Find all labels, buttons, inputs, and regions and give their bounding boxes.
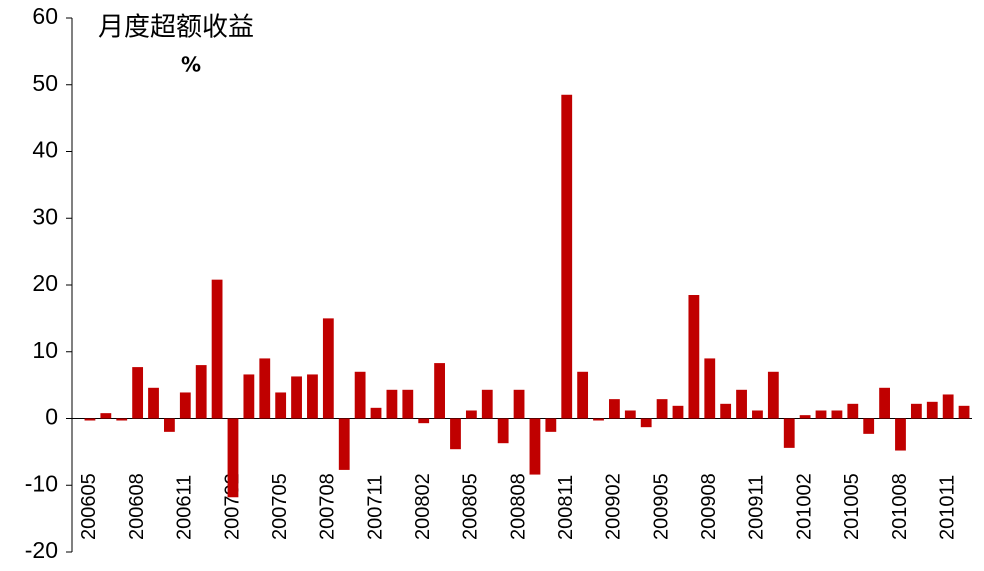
bar <box>593 418 604 421</box>
bar <box>545 418 557 432</box>
x-tick-label: 201008 <box>889 473 911 540</box>
bar <box>481 389 493 419</box>
bar <box>704 358 716 419</box>
bar <box>783 418 795 448</box>
x-tick-label: 200711 <box>364 475 386 540</box>
bar <box>100 413 112 419</box>
bar <box>243 374 255 419</box>
bar <box>736 389 747 419</box>
y-tick-label: -20 <box>25 537 58 563</box>
x-tick-label: 201005 <box>841 473 863 540</box>
bar <box>688 295 700 419</box>
x-tick-label: 200911 <box>746 475 768 540</box>
y-tick-label: 0 <box>45 404 58 430</box>
bar <box>815 410 827 419</box>
bar <box>720 403 732 419</box>
unit-label: % <box>181 53 201 77</box>
bar <box>847 403 859 419</box>
bar <box>958 405 970 419</box>
y-tick-label: 60 <box>32 3 58 29</box>
x-tick-label: 200805 <box>460 473 482 540</box>
bar <box>84 418 96 421</box>
bar <box>752 410 763 419</box>
bar <box>402 389 414 419</box>
bar <box>624 410 636 419</box>
bar <box>863 418 875 434</box>
x-tick-label: 200802 <box>412 473 434 540</box>
x-tick-label: 200808 <box>507 473 529 540</box>
bar <box>799 415 811 419</box>
bar <box>275 392 287 419</box>
bar <box>116 418 128 421</box>
x-tick-label: 200708 <box>317 473 339 540</box>
bar <box>148 387 159 419</box>
bar <box>291 376 302 419</box>
bar <box>211 279 223 419</box>
bar <box>338 418 350 470</box>
x-tick-label: 200905 <box>650 473 672 540</box>
bar <box>418 418 430 424</box>
bar <box>529 418 541 475</box>
bar <box>465 410 477 419</box>
bar <box>307 374 318 419</box>
bar <box>831 410 843 419</box>
bar <box>370 407 382 419</box>
y-tick-label: 10 <box>32 337 58 363</box>
x-tick-label: 200611 <box>174 475 196 540</box>
bar <box>640 418 652 428</box>
bar <box>450 418 461 450</box>
x-tick-label: 200608 <box>126 473 148 540</box>
bar <box>910 403 922 419</box>
bar <box>656 399 668 419</box>
chart-title: 月度超额收益 <box>98 13 254 43</box>
x-tick-label: 200811 <box>555 475 577 540</box>
bar <box>164 418 175 432</box>
y-tick-label: -10 <box>25 470 58 496</box>
bar <box>227 418 239 498</box>
y-tick-label: 40 <box>32 137 58 163</box>
x-tick-label: 200605 <box>78 473 100 540</box>
bar <box>434 363 445 419</box>
x-tick-label: 201011 <box>936 475 958 540</box>
bar <box>322 318 334 419</box>
bar <box>132 367 144 419</box>
bar <box>386 389 398 419</box>
x-tick-label: 200908 <box>698 473 720 540</box>
bar <box>895 418 906 451</box>
bar <box>497 418 509 444</box>
bar <box>179 392 191 419</box>
bar <box>672 405 684 419</box>
bar <box>609 399 620 419</box>
bar <box>767 371 779 419</box>
x-tick-label: 200705 <box>269 473 291 540</box>
x-tick-label: 200902 <box>603 473 625 540</box>
bar <box>879 387 890 419</box>
bar <box>354 371 366 419</box>
y-tick-label: 50 <box>32 70 58 96</box>
bar <box>195 365 207 419</box>
x-tick-label: 201002 <box>793 473 815 540</box>
y-tick-label: 20 <box>32 270 58 296</box>
bar <box>259 358 271 419</box>
bar <box>513 389 525 419</box>
bar <box>561 94 573 419</box>
bar <box>926 401 938 419</box>
y-tick-label: 30 <box>32 203 58 229</box>
bar <box>577 371 589 419</box>
bar <box>942 394 954 419</box>
